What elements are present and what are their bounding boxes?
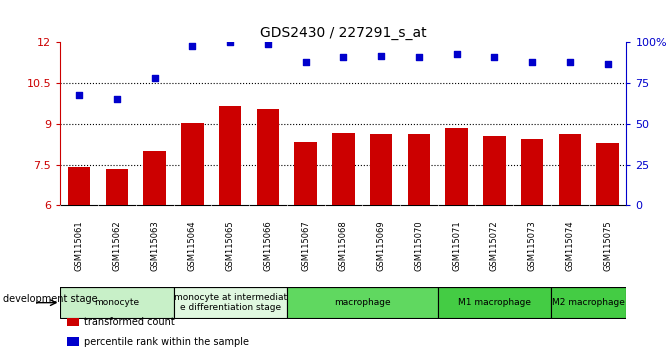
Bar — [370, 134, 393, 205]
Point — [225, 40, 236, 45]
Point — [602, 61, 613, 67]
Text: monocyte: monocyte — [94, 298, 139, 307]
Text: GSM115071: GSM115071 — [452, 221, 461, 272]
Text: monocyte at intermediat
e differentiation stage: monocyte at intermediat e differentiatio… — [174, 293, 287, 312]
Point — [263, 41, 273, 47]
Point — [300, 59, 311, 65]
Point — [112, 97, 123, 102]
Text: transformed count: transformed count — [84, 317, 174, 327]
Bar — [332, 133, 354, 205]
Point — [452, 51, 462, 57]
FancyBboxPatch shape — [287, 287, 438, 318]
FancyBboxPatch shape — [438, 287, 551, 318]
Text: percentile rank within the sample: percentile rank within the sample — [84, 337, 249, 347]
Bar — [483, 136, 506, 205]
Bar — [596, 143, 619, 205]
Text: GSM115064: GSM115064 — [188, 221, 197, 272]
Point — [527, 59, 537, 65]
FancyBboxPatch shape — [60, 287, 174, 318]
Text: GSM115074: GSM115074 — [565, 221, 574, 272]
Bar — [446, 128, 468, 205]
Bar — [181, 122, 204, 205]
Point — [74, 92, 84, 97]
Point — [413, 54, 424, 60]
Bar — [68, 167, 90, 205]
Text: GSM115065: GSM115065 — [226, 221, 234, 272]
Point — [565, 59, 576, 65]
Point — [489, 54, 500, 60]
Text: GSM115069: GSM115069 — [377, 221, 386, 272]
Bar — [106, 169, 128, 205]
FancyBboxPatch shape — [551, 287, 626, 318]
FancyBboxPatch shape — [174, 287, 287, 318]
Text: GSM115061: GSM115061 — [74, 221, 84, 272]
Bar — [559, 134, 581, 205]
Title: GDS2430 / 227291_s_at: GDS2430 / 227291_s_at — [260, 26, 427, 40]
Text: GSM115063: GSM115063 — [150, 221, 159, 272]
Text: GSM115068: GSM115068 — [339, 221, 348, 272]
Text: GSM115073: GSM115073 — [527, 221, 537, 272]
Bar — [257, 109, 279, 205]
Text: development stage: development stage — [3, 294, 98, 304]
Text: GSM115070: GSM115070 — [414, 221, 423, 272]
Text: GSM115075: GSM115075 — [603, 221, 612, 272]
Text: GSM115066: GSM115066 — [263, 221, 273, 272]
Point — [338, 54, 349, 60]
Text: M1 macrophage: M1 macrophage — [458, 298, 531, 307]
Bar — [219, 106, 241, 205]
Bar — [407, 134, 430, 205]
Text: GSM115062: GSM115062 — [113, 221, 121, 272]
Point — [187, 43, 198, 48]
Bar — [294, 142, 317, 205]
Text: GSM115067: GSM115067 — [301, 221, 310, 272]
Bar — [521, 139, 543, 205]
Text: M2 macrophage: M2 macrophage — [552, 298, 625, 307]
Point — [149, 75, 160, 81]
Text: GSM115072: GSM115072 — [490, 221, 499, 272]
Text: macrophage: macrophage — [334, 298, 391, 307]
Bar — [143, 151, 166, 205]
Point — [376, 53, 387, 58]
